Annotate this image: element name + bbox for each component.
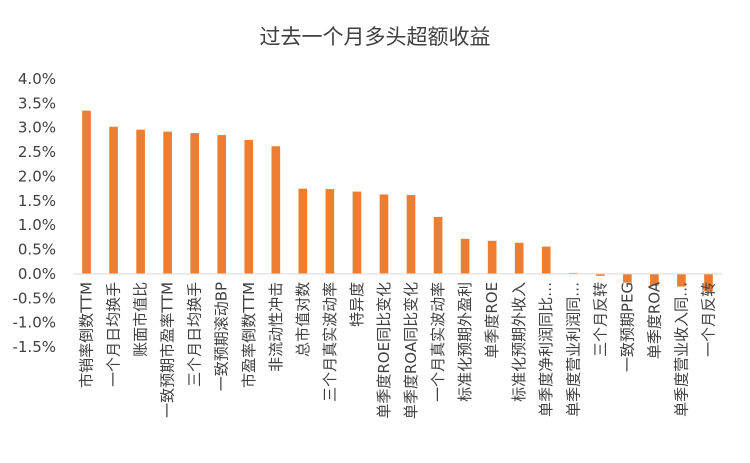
x-tick-label: 总市值对数 <box>294 282 312 357</box>
x-tick-label: 一个月真实波动率 <box>429 282 447 402</box>
y-tick-label: 0.5% <box>18 241 56 259</box>
bar <box>271 146 281 274</box>
bar <box>595 273 605 276</box>
bar <box>244 139 254 274</box>
bar <box>487 240 497 274</box>
bar <box>406 194 416 274</box>
bar <box>379 194 389 274</box>
x-tick-label: 三个月反转 <box>591 282 609 357</box>
x-tick-label: 三个月日均换手 <box>186 282 204 387</box>
bar <box>136 129 145 274</box>
bar <box>163 131 172 274</box>
y-tick-label: 3.5% <box>18 94 56 112</box>
x-tick-label: 账面市值比 <box>132 282 150 357</box>
x-tick-label: 标准化预期外收入 <box>510 282 528 402</box>
bar <box>298 188 308 274</box>
y-tick-label: 2.0% <box>18 167 56 185</box>
bar <box>541 246 551 274</box>
bar <box>109 126 118 274</box>
bar <box>623 273 632 283</box>
chart-title: 过去一个月多头超额收益 <box>260 25 491 49</box>
x-tick-label: 单季度营业利润同… <box>564 282 582 417</box>
y-tick-label: 0.0% <box>18 265 56 283</box>
x-tick-label: 单季度ROA同比变化 <box>402 282 420 419</box>
bar <box>352 191 362 274</box>
bar <box>704 273 713 292</box>
x-tick-label: 单季度ROE <box>483 282 501 359</box>
x-tick-label: 单季度ROA <box>645 281 663 359</box>
x-tick-label: 市盈率倒数TTM <box>240 282 258 388</box>
bar <box>325 189 335 274</box>
bar <box>460 238 470 274</box>
y-tick-label: 1.5% <box>18 192 56 210</box>
x-tick-label: 一致预期市盈率TTM <box>159 282 177 418</box>
x-tick-label: 单季度ROE同比变化 <box>375 282 393 419</box>
bar <box>190 133 200 274</box>
bar <box>677 273 686 287</box>
bar <box>650 273 659 286</box>
x-axis-labels: 市销率倒数TTM 一个月日均换手 账面市值比 一致预期市盈率TTM 三个月日均换手 一致预… <box>78 281 718 419</box>
x-tick-label: 单季度净利润同比… <box>537 282 555 417</box>
y-axis: 4.0% 3.5% 3.0% 2.5% 2.0% 1.5% 1.0% 0.5% 0.0% -0.5… <box>12 70 56 356</box>
y-tick-label: 3.0% <box>18 119 56 137</box>
x-tick-label: 一致预期滚动BP <box>213 282 231 391</box>
bar <box>433 216 443 274</box>
x-tick-label: 标准化预期外盈利 <box>456 282 474 402</box>
y-tick-label: -0.5% <box>12 289 56 307</box>
y-tick-label: -1.0% <box>12 314 56 332</box>
x-tick-label: 单季度营业收入同… <box>672 282 690 417</box>
x-tick-label: 三个月真实波动率 <box>321 282 339 402</box>
x-tick-label: 一个月反转 <box>699 282 717 357</box>
bar <box>82 110 91 274</box>
y-tick-label: 2.5% <box>18 143 56 161</box>
bar <box>514 242 524 274</box>
y-tick-label: -1.5% <box>12 338 56 356</box>
x-tick-label: 一致预期PEG <box>618 282 636 372</box>
x-tick-label: 市销率倒数TTM <box>78 282 96 388</box>
y-tick-label: 1.0% <box>18 216 56 234</box>
bar-series <box>82 110 713 292</box>
x-tick-label: 特异度 <box>348 282 366 327</box>
bar <box>217 135 227 274</box>
x-tick-label: 一个月日均换手 <box>105 282 123 387</box>
y-tick-label: 4.0% <box>18 70 56 88</box>
x-tick-label: 非流动性冲击 <box>267 282 285 372</box>
